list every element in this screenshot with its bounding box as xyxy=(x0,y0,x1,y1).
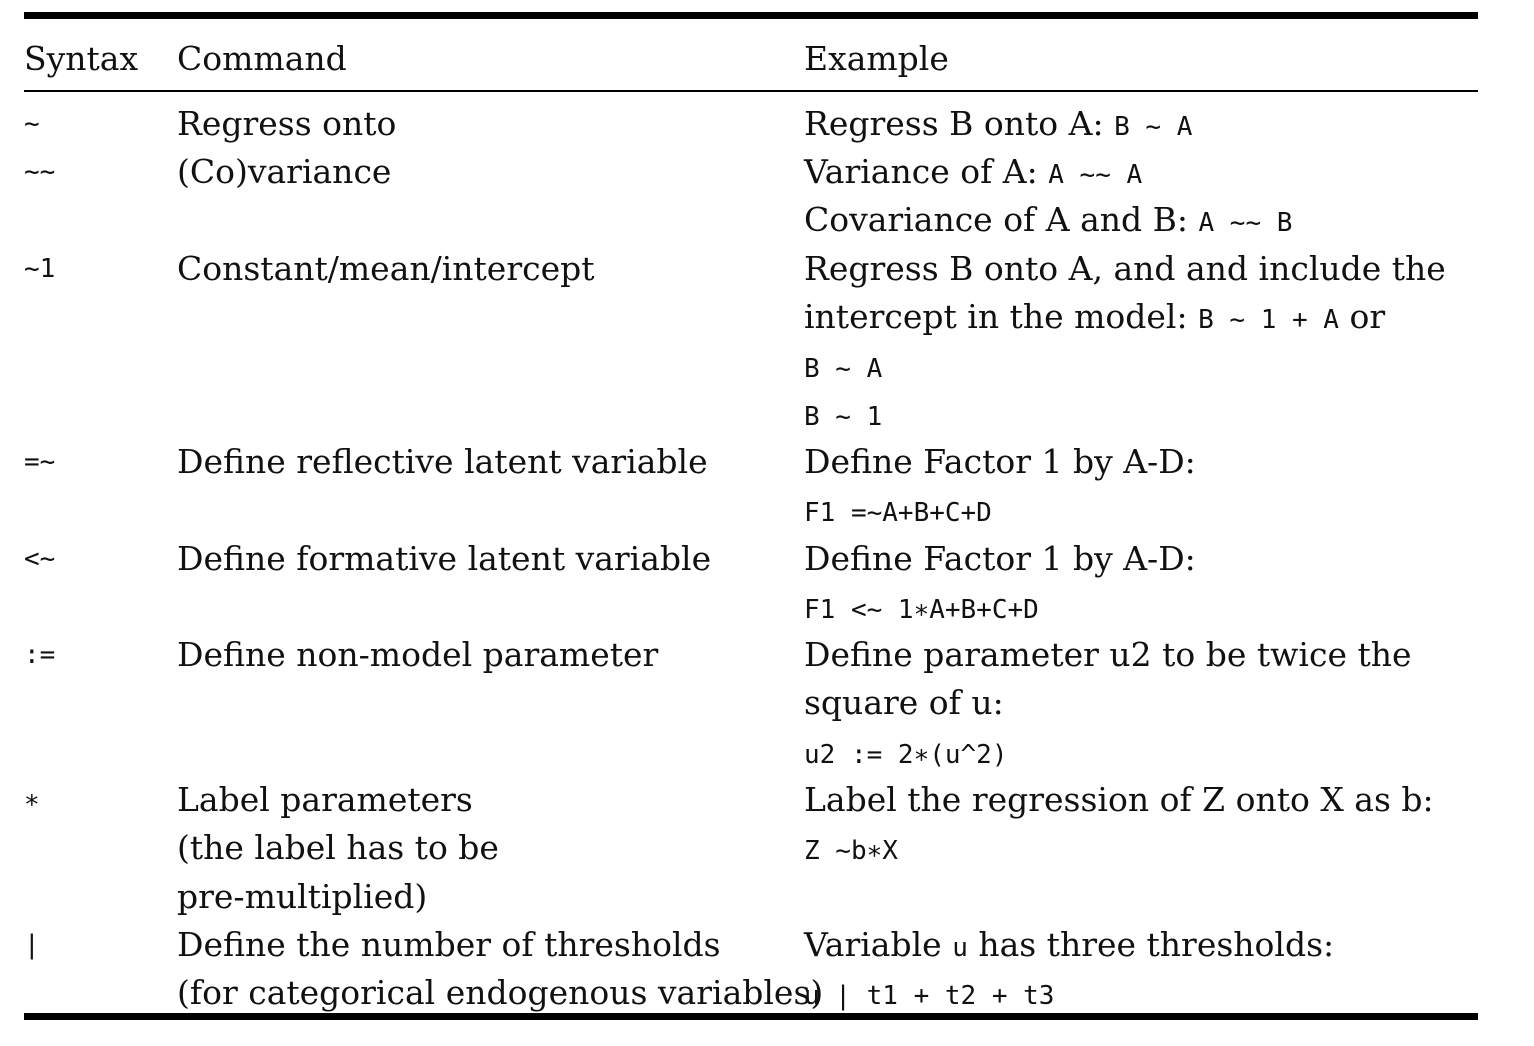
command-line: (the label has to be xyxy=(177,828,499,868)
command-line: Regress onto xyxy=(177,104,397,143)
example-cell: Define parameter u2 to be twice the squar… xyxy=(804,631,1412,776)
example-text: intercept in the model: xyxy=(804,297,1199,337)
code-snippet: B ~ A xyxy=(1114,112,1193,142)
syntax-cell: ~1 xyxy=(24,254,56,284)
example-line: Define Factor 1 by A-D: xyxy=(804,535,1196,583)
example-line: Variable u has three thresholds: xyxy=(804,921,1334,969)
code-snippet: u | t1 + t2 + t3 xyxy=(804,981,1055,1012)
code-snippet: F1 <~ 1∗A+B+C+D xyxy=(804,595,1039,626)
example-line: Regress B onto A: B ~ A xyxy=(804,100,1192,148)
example-line: u2 := 2∗(u^2) xyxy=(804,728,1412,776)
example-text: Define Factor 1 by A-D: xyxy=(804,442,1196,481)
syntax-cell: | xyxy=(24,930,40,960)
example-cell: Define Factor 1 by A-D: F1 <~ 1∗A+B+C+D xyxy=(804,535,1196,632)
example-line: Covariance of A and B: A ~~ B xyxy=(804,196,1292,244)
command-line: Constant/mean/intercept xyxy=(177,249,595,288)
command-line: Define non-model parameter xyxy=(177,635,659,674)
example-text: Label the regression of Z onto X as b: xyxy=(804,780,1434,819)
header-syntax: Syntax xyxy=(24,39,139,78)
command-line: (Co)variance xyxy=(177,152,392,191)
example-cell: Regress B onto A, and and include the int… xyxy=(804,245,1446,439)
code-snippet: A ~~ A xyxy=(1048,160,1143,190)
table-body: ~ Regress onto Regress B onto A: B ~ A ~~ (… xyxy=(24,100,1478,1026)
example-cell: Label the regression of Z onto X as b: Z … xyxy=(804,776,1434,873)
header-example: Example xyxy=(804,39,949,78)
example-line: intercept in the model: B ~ 1 + A or xyxy=(804,293,1446,341)
example-cell: Variance of A: A ~~ A Covariance of A and… xyxy=(804,148,1292,245)
top-rule xyxy=(24,12,1478,19)
command-cell: (Co)variance xyxy=(177,148,391,196)
code-snippet: B ~ 1 + A xyxy=(1198,305,1339,336)
command-cell: Define non-model parameter xyxy=(177,631,658,679)
command-line: Define formative latent variable xyxy=(177,539,712,578)
code-snippet: Z ~b∗X xyxy=(804,836,898,867)
example-text: has three thresholds: xyxy=(967,925,1335,964)
header-rule xyxy=(24,90,1478,92)
command-line: Label parameters xyxy=(177,780,473,819)
example-line: B ~ A xyxy=(804,342,1446,390)
bottom-rule xyxy=(24,1013,1478,1020)
command-cell: Regress onto xyxy=(177,100,396,148)
header-command: Command xyxy=(177,39,347,78)
example-line: Label the regression of Z onto X as b: xyxy=(804,776,1434,824)
example-line: u | t1 + t2 + t3 xyxy=(804,969,1334,1017)
example-line: Z ~b∗X xyxy=(804,824,1434,872)
command-line: Define the number of thresholds xyxy=(177,925,721,964)
example-line: Regress B onto A, and and include the xyxy=(804,245,1446,293)
command-cell: Label parameters (the label has to be pre-… xyxy=(177,776,499,921)
example-cell: Define Factor 1 by A-D: F1 =~A+B+C+D xyxy=(804,438,1196,535)
syntax-cell: := xyxy=(24,640,56,670)
syntax-cell: <~ xyxy=(24,544,56,574)
syntax-cell: ~ xyxy=(24,109,40,139)
example-line: Variance of A: A ~~ A xyxy=(804,148,1292,196)
command-line: pre-multiplied) xyxy=(177,876,428,916)
command-cell: Define formative latent variable xyxy=(177,535,711,583)
command-line: Define reflective latent variable xyxy=(177,442,708,481)
example-line: F1 <~ 1∗A+B+C+D xyxy=(804,583,1196,631)
example-text: Variance of A: xyxy=(804,152,1049,191)
command-cell: Define the number of thresholds (for cate… xyxy=(177,921,823,1018)
code-snippet: F1 =~A+B+C+D xyxy=(804,498,992,529)
command-cell: Constant/mean/intercept xyxy=(177,245,595,293)
example-line: Define parameter u2 to be twice the xyxy=(804,631,1412,679)
example-text: Variable xyxy=(804,925,953,964)
example-text: or xyxy=(1338,297,1386,337)
syntax-table: Syntax Command Example ~ Regress onto Regr… xyxy=(24,12,1478,1026)
syntax-cell: ∗ xyxy=(24,785,40,815)
syntax-cell: ~~ xyxy=(24,157,56,187)
example-line: Define Factor 1 by A-D: xyxy=(804,438,1196,486)
example-line: square of u: xyxy=(804,679,1412,727)
example-text: Regress B onto A: xyxy=(804,104,1115,143)
example-line: F1 =~A+B+C+D xyxy=(804,486,1196,534)
code-snippet: B ~ A xyxy=(804,353,883,384)
command-line: (for categorical endogenous variables) xyxy=(177,973,824,1013)
example-cell: Variable u has three thresholds: u | t1 +… xyxy=(804,921,1334,1018)
example-text: Define parameter u2 to be twice the xyxy=(804,635,1412,674)
table-header: Syntax Command Example xyxy=(24,19,1478,90)
syntax-cell: =~ xyxy=(24,447,56,477)
command-cell: Define reflective latent variable xyxy=(177,438,708,486)
code-snippet: u xyxy=(952,933,968,963)
example-text: Define Factor 1 by A-D: xyxy=(804,539,1196,578)
example-text: Covariance of A and B: xyxy=(804,200,1199,240)
code-snippet: u2 := 2∗(u^2) xyxy=(804,739,1008,770)
example-text: square of u: xyxy=(804,683,1004,723)
code-snippet: A ~~ B xyxy=(1198,208,1293,239)
example-cell: Regress B onto A: B ~ A xyxy=(804,100,1192,148)
example-line: B ~ 1 xyxy=(804,390,1446,438)
example-text: Regress B onto A, and and include the xyxy=(804,249,1446,288)
code-snippet: B ~ 1 xyxy=(804,402,883,433)
